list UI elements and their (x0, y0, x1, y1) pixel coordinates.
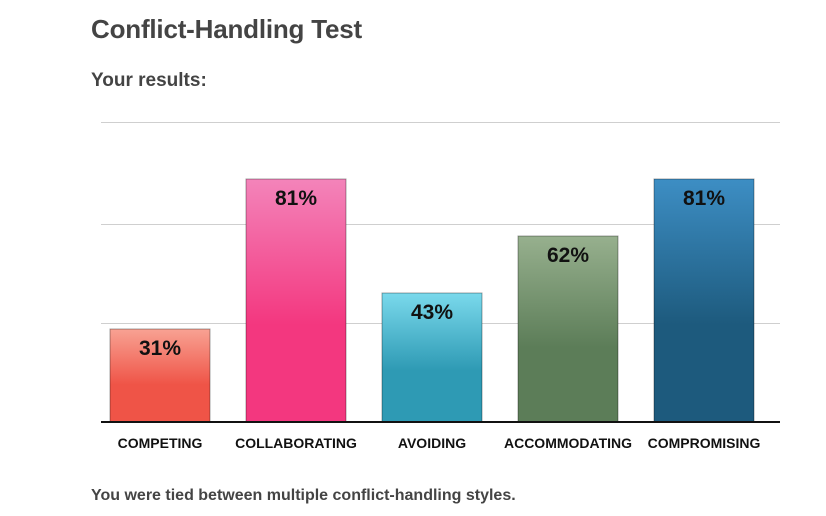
category-label-compromising: COMPROMISING (648, 435, 761, 451)
value-label-collaborating: 81% (275, 187, 317, 210)
bar-competing (109, 328, 211, 423)
bar-compromising (653, 178, 755, 423)
category-label-accommodating: ACCOMMODATING (504, 435, 632, 451)
value-label-competing: 31% (139, 337, 181, 360)
results-subtitle: Your results: (91, 70, 207, 91)
category-label-competing: COMPETING (118, 435, 203, 451)
category-label-collaborating: COLLABORATING (235, 435, 357, 451)
category-label-avoiding: AVOIDING (398, 435, 466, 451)
value-label-compromising: 81% (683, 187, 725, 210)
page-title: Conflict-Handling Test (91, 14, 362, 44)
bar-collaborating (245, 178, 347, 423)
value-label-accommodating: 62% (547, 244, 589, 267)
result-summary-text: You were tied between multiple conflict-… (91, 487, 516, 504)
bar-avoiding (381, 292, 483, 423)
value-label-avoiding: 43% (411, 301, 453, 324)
bar-accommodating (517, 235, 619, 423)
